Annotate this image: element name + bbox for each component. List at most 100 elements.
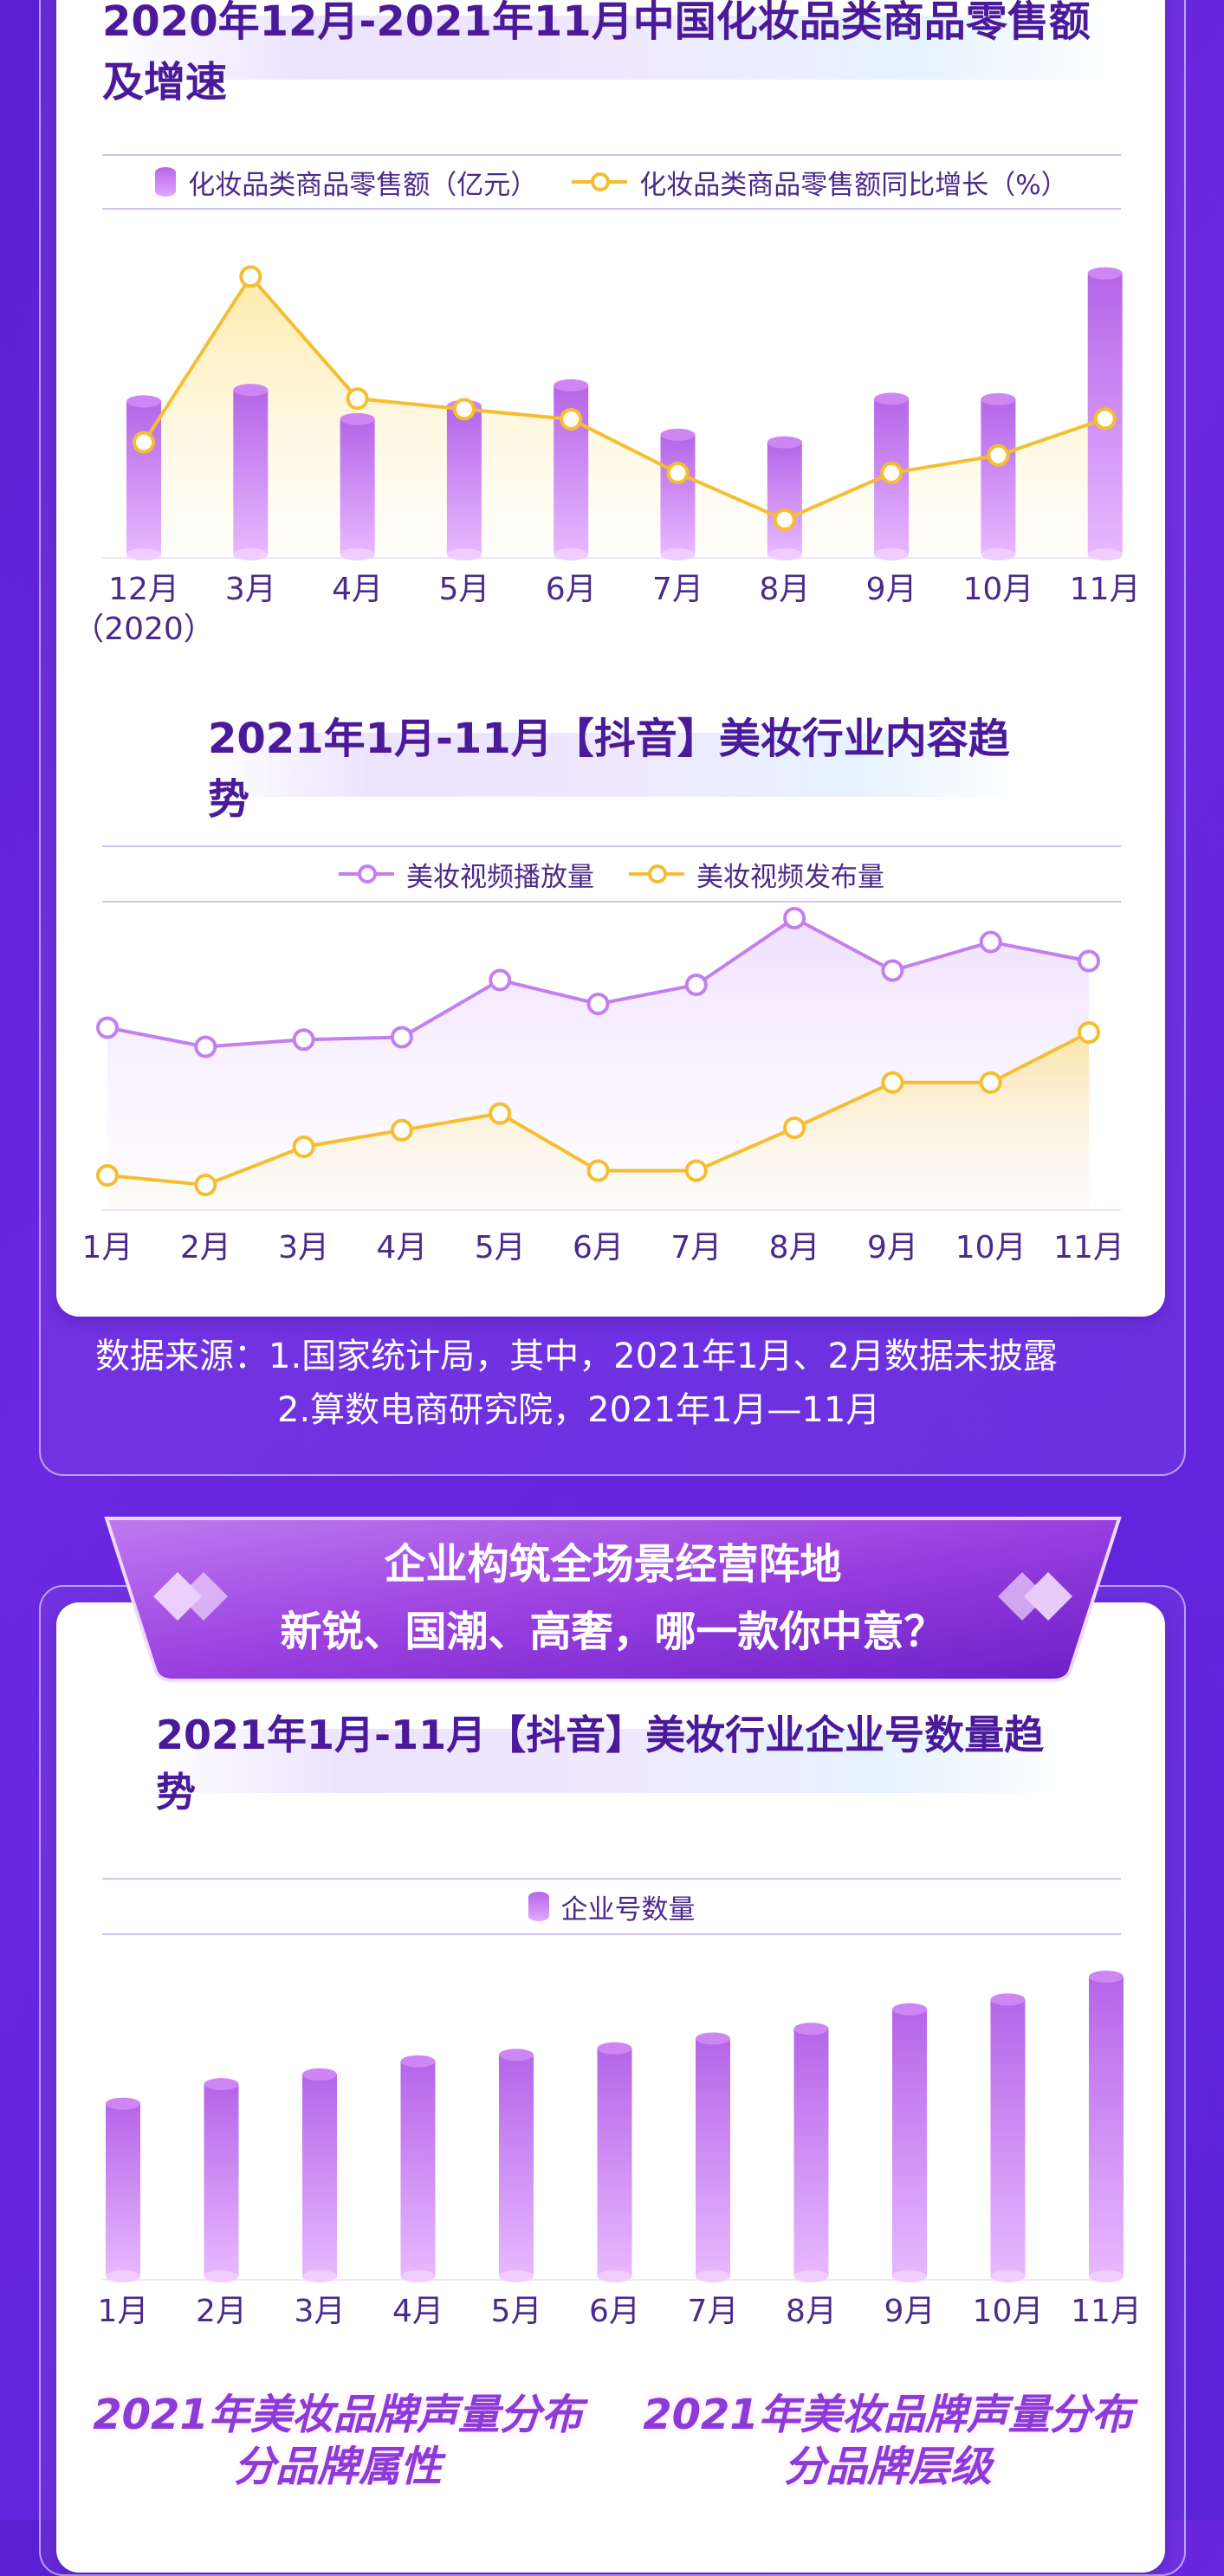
x-tick-label: 11月	[1070, 572, 1141, 607]
gold-line-legend-icon	[629, 864, 684, 883]
banner-text: 企业构筑全场景经营阵地 新锐、国潮、高奢，哪一款你中意？	[100, 1511, 1126, 1685]
x-tick-label: 11月	[1071, 2294, 1142, 2329]
x-tick-label: 1月	[82, 1230, 133, 1265]
retail-sales-bar	[446, 399, 482, 560]
legend-enterprise-accounts: 企业号数量	[528, 1887, 696, 1926]
legend-retail-sales: 化妆品类商品零售额（亿元）	[155, 163, 537, 202]
enterprise-accounts-bar	[400, 2055, 436, 2282]
growth-point	[560, 408, 583, 430]
growth-point	[1093, 407, 1117, 430]
legend-video-posts: 美妆视频发布量	[629, 855, 884, 894]
banner-shape	[104, 1517, 1122, 1682]
retail-sales-bar	[126, 395, 161, 560]
x-tick-label: 4月	[332, 572, 383, 607]
plays-point	[390, 1026, 413, 1049]
footer-right-title: 2021年美妆品牌声量分布 分品牌层级	[632, 2389, 1143, 2493]
x-tick-label: 1月	[98, 2294, 149, 2329]
plays-point	[586, 993, 610, 1015]
chart3-title-text: 2021年1月-11月【抖音】美妆行业企业号数量趋势	[156, 1712, 1045, 1815]
posts-point	[684, 1159, 708, 1182]
plays-point	[489, 968, 512, 992]
legend-video-plays-label: 美妆视频播放量	[406, 861, 594, 893]
chart1-title-text: 2020年12月-2021年11月中国化妆品类商品零售额及增速	[102, 0, 1091, 107]
x-tick-label: 12月	[108, 572, 179, 607]
enterprise-accounts-bar	[597, 2042, 632, 2282]
data-source-note: 数据来源：1.国家统计局，其中，2021年1月、2月数据未披露 2.算数电商研究…	[95, 1330, 1058, 1437]
posts-point	[489, 1102, 512, 1125]
plays-point	[194, 1035, 217, 1058]
enterprise-accounts-bar	[1089, 1971, 1124, 2282]
x-tick-label: 8月	[786, 2294, 837, 2329]
line-legend-icon	[572, 172, 628, 191]
x-tick-label: 6月	[589, 2294, 640, 2329]
chart1-title: 2020年12月-2021年11月中国化妆品类商品零售额及增速	[102, 0, 1121, 107]
footer-left-line-1: 2021年美妆品牌声量分布	[93, 2391, 583, 2439]
x-tick-label: 7月	[670, 1230, 722, 1265]
growth-point	[880, 462, 903, 485]
enterprise-accounts-bar	[302, 2068, 337, 2282]
enterprise-accounts-bar	[990, 1993, 1026, 2282]
retail-sales-bar	[660, 428, 696, 560]
posts-point	[390, 1118, 413, 1142]
plays-point	[1078, 949, 1100, 973]
growth-point	[666, 462, 690, 485]
bar-legend-icon	[528, 1892, 549, 1921]
posts-area	[107, 1032, 1089, 1208]
x-tick-note: （2020）	[73, 612, 215, 647]
posts-point	[979, 1071, 1002, 1094]
right-diamond-icon	[998, 1572, 1072, 1621]
banner-line-2: 新锐、国潮、高奢，哪一款你中意？	[280, 1608, 946, 1656]
x-tick-label: 7月	[652, 572, 703, 607]
legend-growth-label: 化妆品类商品零售额同比增长（%）	[639, 169, 1068, 201]
x-tick-label: 5月	[438, 572, 489, 607]
enterprise-accounts-bar	[499, 2049, 534, 2282]
plays-point	[684, 974, 708, 996]
growth-point	[987, 443, 1010, 467]
retail-sales-bar	[554, 379, 589, 560]
x-tick-label: 4月	[392, 2294, 444, 2329]
posts-point	[292, 1136, 315, 1158]
enterprise-accounts-bar	[204, 2078, 239, 2282]
legend-retail-sales-label: 化妆品类商品零售额（亿元）	[188, 169, 538, 201]
chart3-title: 2021年1月-11月【抖音】美妆行业企业号数量趋势	[156, 1712, 1074, 1815]
retail-sales-chart: 12月 （2020） 3月 4月 5月 6月 7月 8月 9月 10月 11月	[73, 265, 1141, 647]
growth-point	[346, 387, 369, 411]
enterprise-accounts-bar	[696, 2032, 730, 2282]
retail-sales-bar	[233, 384, 269, 560]
x-tick-label: 11月	[1053, 1230, 1124, 1265]
x-tick-label: 8月	[759, 572, 810, 607]
purple-line-legend-icon	[339, 864, 394, 883]
retail-sales-bar	[767, 436, 802, 560]
enterprise-accounts-bar	[793, 2023, 829, 2282]
posts-point	[881, 1071, 904, 1094]
x-tick-label: 6月	[546, 572, 597, 607]
section-banner: 企业构筑全场景经营阵地 新锐、国潮、高奢，哪一款你中意？	[100, 1511, 1126, 1685]
growth-point	[133, 430, 155, 454]
growth-point	[773, 508, 796, 531]
banner-line-1: 企业构筑全场景经营阵地	[384, 1540, 842, 1589]
x-tick-label: 6月	[573, 1230, 624, 1265]
growth-point	[452, 398, 476, 421]
footer-right-line-2: 分品牌层级	[783, 2443, 992, 2491]
x-tick-label: 10月	[955, 1230, 1026, 1265]
chart2-title-text: 2021年1月-11月【抖音】美妆行业内容趋势	[208, 715, 1010, 824]
plays-point	[979, 930, 1002, 954]
x-tick-label: 5月	[491, 2294, 542, 2329]
x-tick-label: 8月	[769, 1230, 820, 1265]
footer-right-line-1: 2021年美妆品牌声量分布	[643, 2391, 1133, 2439]
retail-sales-bar	[981, 392, 1016, 560]
posts-point	[194, 1174, 217, 1196]
x-tick-label: 5月	[475, 1230, 526, 1265]
x-tick-label: 10月	[973, 2294, 1044, 2329]
enterprise-accounts-chart: 1月 2月 3月 4月 5月 6月 7月 8月 9月 10月 11月	[98, 1971, 1142, 2329]
plays-point	[881, 959, 904, 982]
x-tick-label: 3月	[225, 572, 276, 607]
growth-point	[239, 265, 262, 288]
posts-point	[586, 1159, 610, 1182]
footer-left-title: 2021年美妆品牌声量分布 分品牌属性	[82, 2389, 593, 2493]
chart1-legend: 化妆品类商品零售额（亿元） 化妆品类商品零售额同比增长（%）	[102, 154, 1121, 210]
retail-sales-bar	[340, 412, 375, 560]
enterprise-accounts-bar	[106, 2097, 140, 2282]
content-trend-chart: 1月 2月 3月 4月 5月 6月 7月 8月 9月 10月 11月	[82, 907, 1124, 1265]
bar-legend-icon	[155, 167, 177, 197]
